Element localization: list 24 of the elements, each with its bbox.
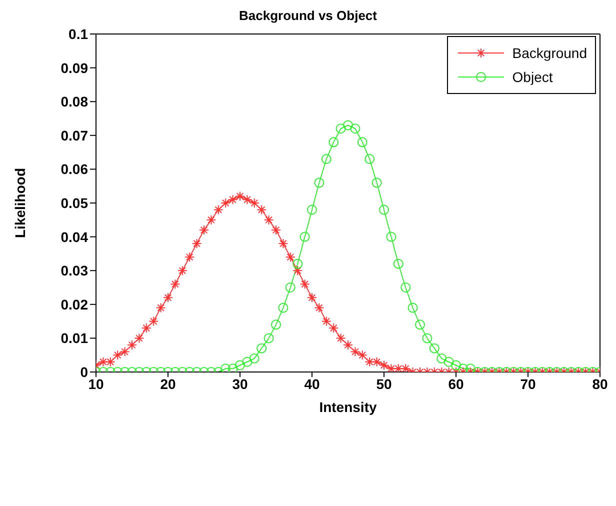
y-tick-label: 0.01 [60, 330, 88, 346]
x-tick-label: 50 [376, 376, 392, 392]
x-axis-title: Intensity [319, 399, 377, 415]
legend-label: Background [512, 45, 587, 61]
y-tick-label: 0.08 [60, 94, 88, 110]
y-tick-label: 0.03 [60, 262, 88, 279]
y-tick-label: 0 [80, 364, 88, 380]
x-tick-label: 10 [88, 376, 104, 392]
y-tick-label: 0.04 [60, 228, 88, 245]
y-tick-label: 0.02 [60, 296, 88, 312]
x-tick-label: 20 [160, 376, 176, 392]
chart-title: Background vs Object [238, 8, 378, 25]
x-tick-label: 60 [448, 376, 464, 392]
y-tick-label: 0.05 [60, 194, 88, 211]
x-tick-label: 80 [592, 376, 608, 392]
y-tick-label: 0.07 [60, 127, 88, 144]
y-axis-title: Likelihood [12, 168, 28, 238]
x-tick-label: 40 [304, 376, 320, 392]
x-tick-label: 30 [232, 376, 248, 392]
legend-label: Object [512, 69, 553, 85]
x-tick-label: 70 [520, 376, 536, 392]
y-tick-label: 0.06 [60, 161, 88, 178]
y-tick-label: 0.09 [60, 60, 88, 76]
y-tick-label: 0.1 [68, 26, 88, 42]
